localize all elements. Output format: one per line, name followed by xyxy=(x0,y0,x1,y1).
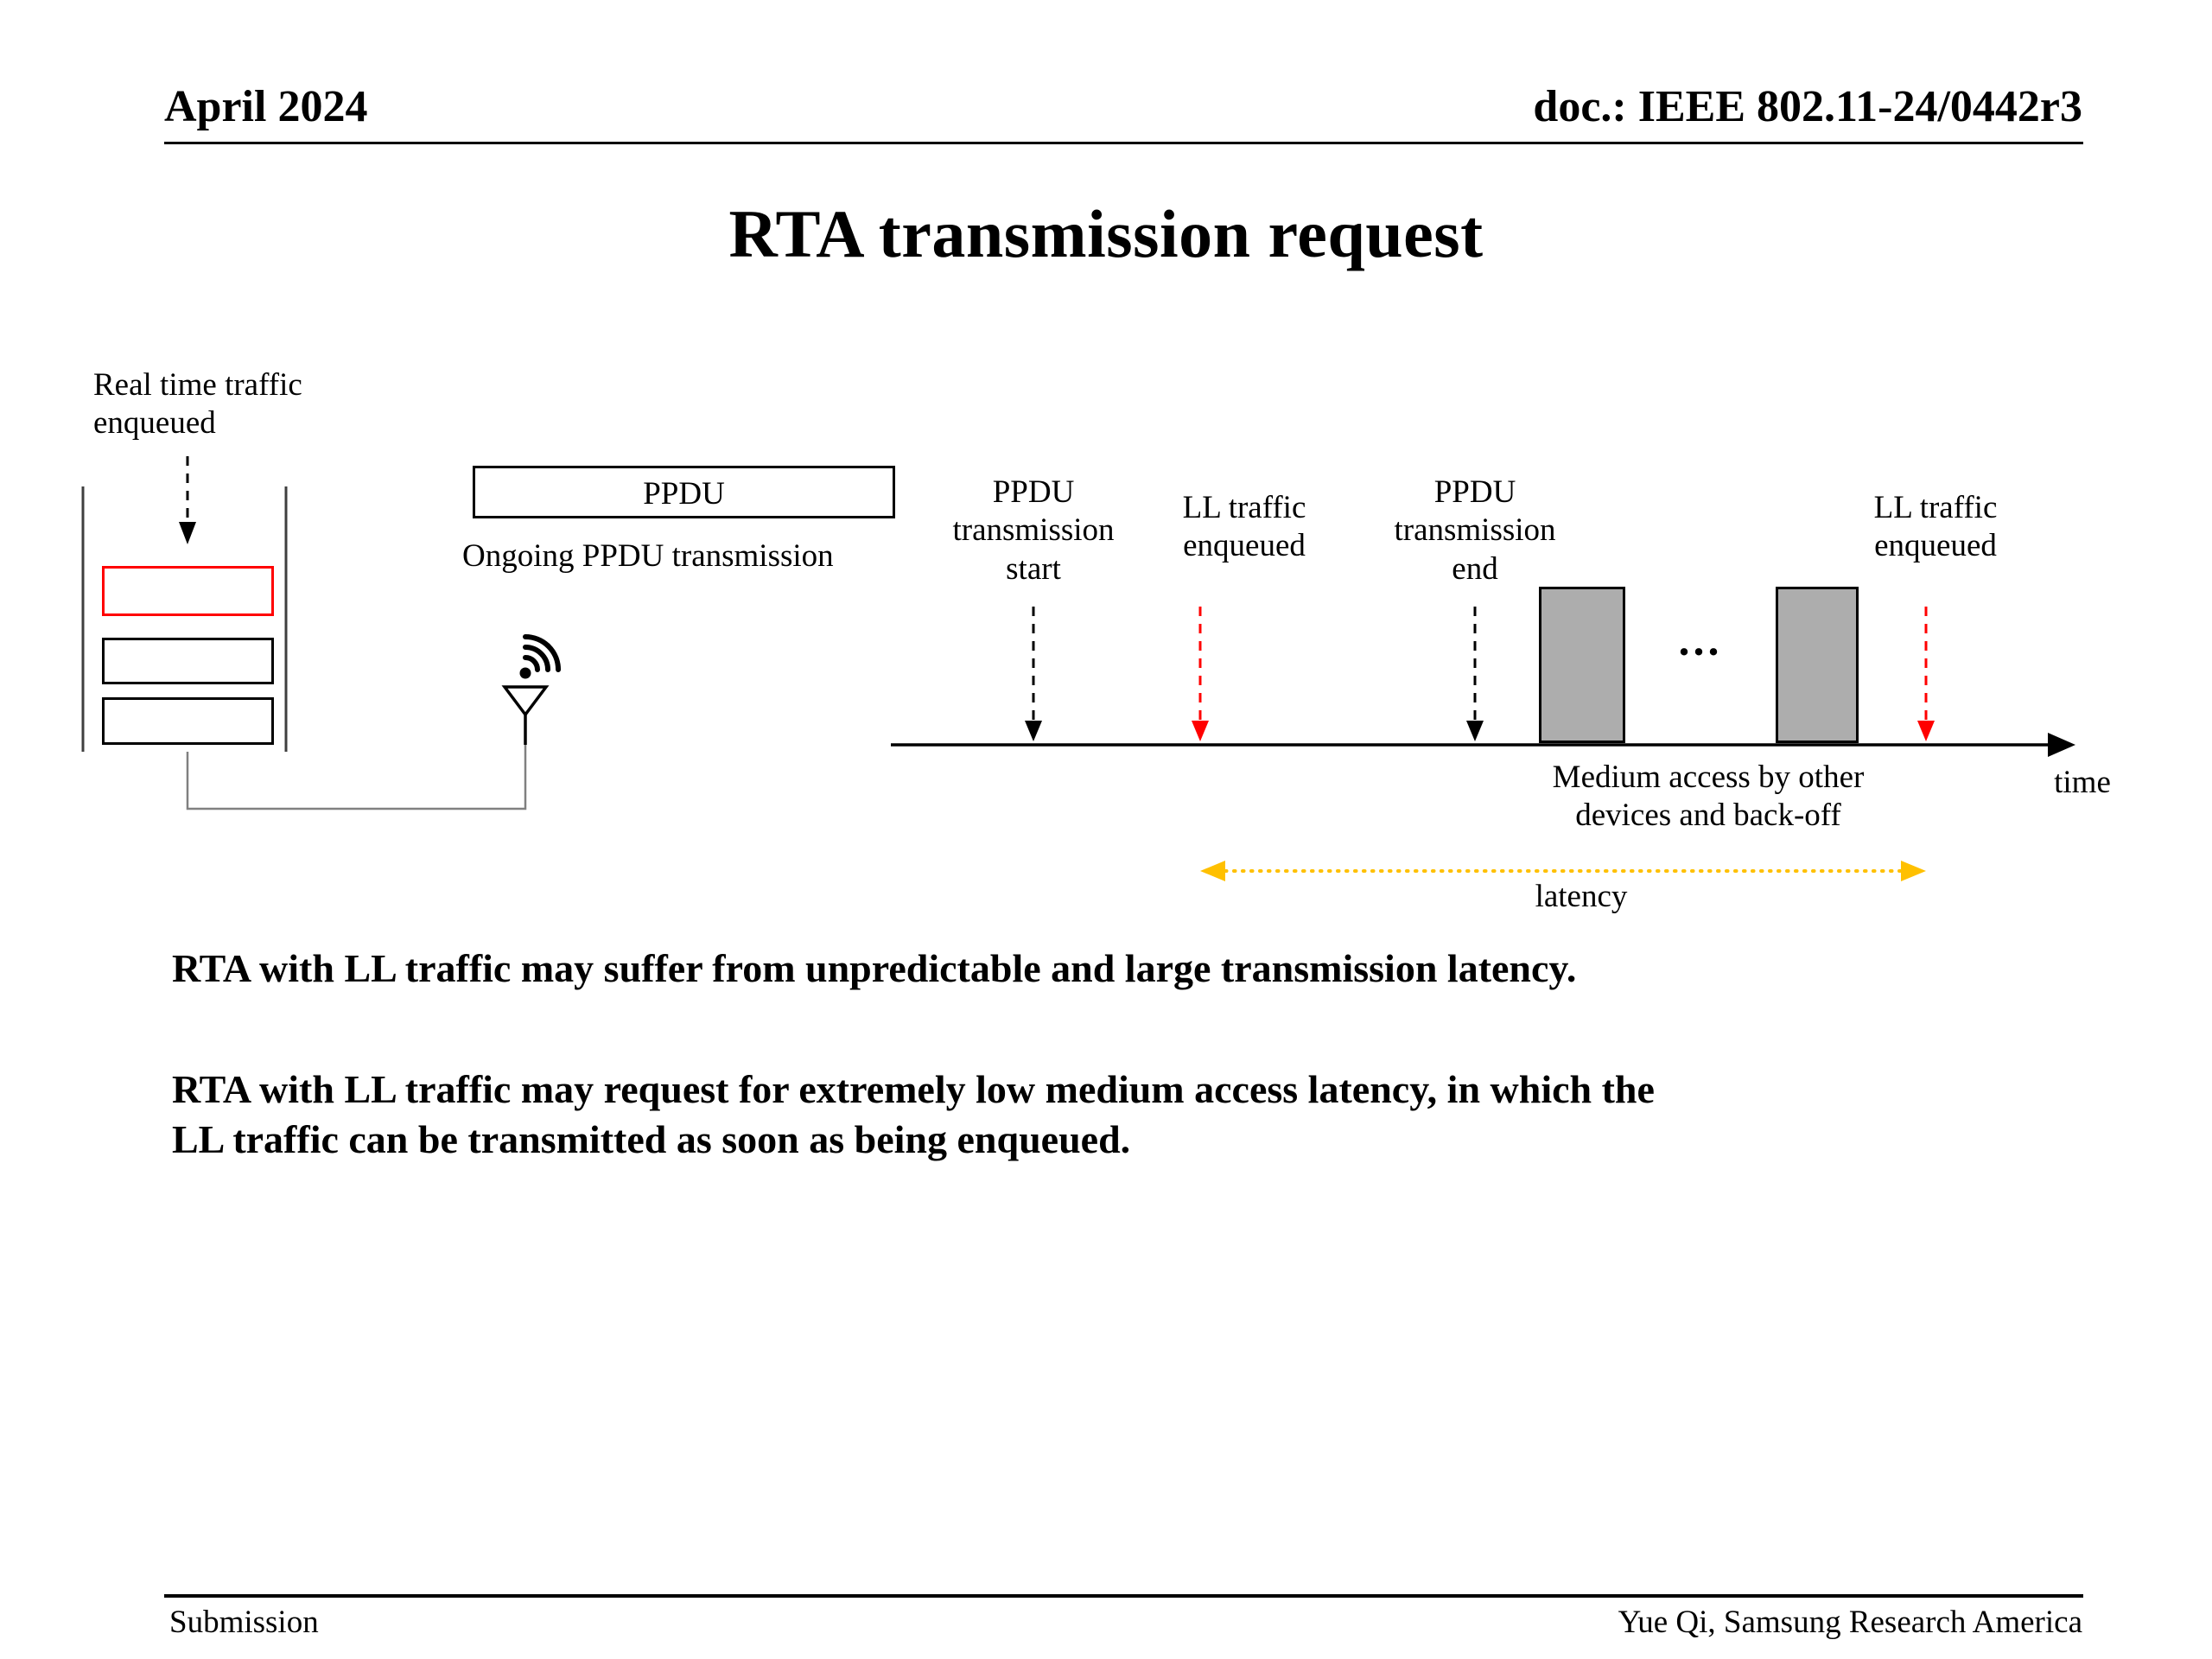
enqueue-arrow xyxy=(179,456,196,544)
queue-antenna-connector xyxy=(186,745,527,810)
header-rule xyxy=(164,142,2083,144)
time-axis-label: time xyxy=(2054,765,2111,800)
arrow-ll-enqueued-1 xyxy=(1192,607,1209,741)
header-date: April 2024 xyxy=(164,82,368,131)
page-title: RTA transmission request xyxy=(728,196,1484,271)
label-ll-traffic-enqueued-2: LL traffic enqueued xyxy=(1873,490,1998,564)
label-ppdu-transmission-start: PPDU transmission start xyxy=(952,474,1115,587)
arrow-ppdu-end xyxy=(1466,607,1484,741)
ppdu-box: PPDU xyxy=(473,466,895,518)
body-paragraph-2: RTA with LL traffic may request for extr… xyxy=(172,1067,1655,1161)
body-paragraph-1: RTA with LL traffic may suffer from unpr… xyxy=(172,946,1577,990)
queue-slot-2 xyxy=(102,697,274,745)
queue-slot-red xyxy=(102,566,274,616)
busy-block-2 xyxy=(1776,587,1859,743)
queue-slot-1 xyxy=(102,638,274,684)
footer-author: Yue Qi, Samsung Research America xyxy=(1618,1605,2082,1640)
ppdu-box-label: PPDU xyxy=(643,476,725,512)
wifi-antenna-icon xyxy=(501,633,562,745)
busy-block-1 xyxy=(1539,587,1625,743)
ellipsis-label: ... xyxy=(1678,616,1723,665)
arrow-ll-enqueued-2 xyxy=(1917,607,1935,741)
ppdu-caption: Ongoing PPDU transmission xyxy=(462,538,834,574)
arrow-ppdu-start xyxy=(1025,607,1042,741)
time-axis xyxy=(891,733,2075,757)
medium-access-label: Medium access by other devices and back-… xyxy=(1552,760,1865,834)
header-doc-number: doc.: IEEE 802.11-24/0442r3 xyxy=(1533,82,2082,131)
label-ppdu-transmission-end: PPDU transmission end xyxy=(1394,474,1556,587)
latency-label: latency xyxy=(1535,879,1628,914)
footer-submission: Submission xyxy=(169,1605,319,1640)
label-ll-traffic-enqueued-1: LL traffic enqueued xyxy=(1182,490,1306,564)
queue-label: Real time traffic enqueued xyxy=(93,367,302,442)
footer-rule xyxy=(164,1594,2083,1598)
